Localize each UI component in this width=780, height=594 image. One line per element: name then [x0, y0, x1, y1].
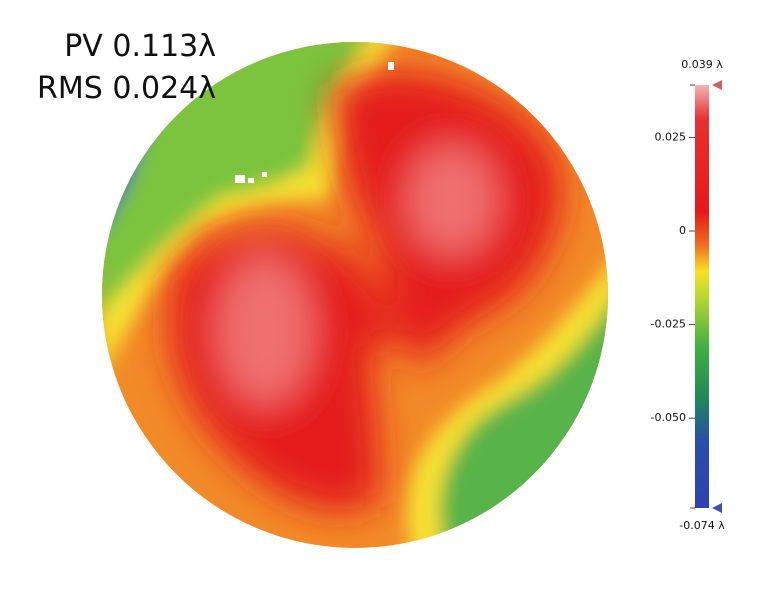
- scale-tick-label: 0: [679, 224, 686, 237]
- scale-min-label: -0.074 λ: [679, 519, 725, 532]
- pv-value: PV 0.113λ: [64, 29, 216, 64]
- min-marker: [712, 503, 722, 513]
- max-marker: [712, 80, 722, 90]
- scale-max-label: 0.039 λ: [681, 58, 723, 71]
- scale-tick-label: 0.025: [655, 130, 687, 143]
- color-scale: [695, 85, 709, 508]
- surface-map: [102, 42, 608, 548]
- scale-tick-label: -0.050: [651, 411, 686, 424]
- scale-tick-label: -0.025: [651, 318, 686, 331]
- rms-value: RMS 0.024λ: [37, 71, 216, 106]
